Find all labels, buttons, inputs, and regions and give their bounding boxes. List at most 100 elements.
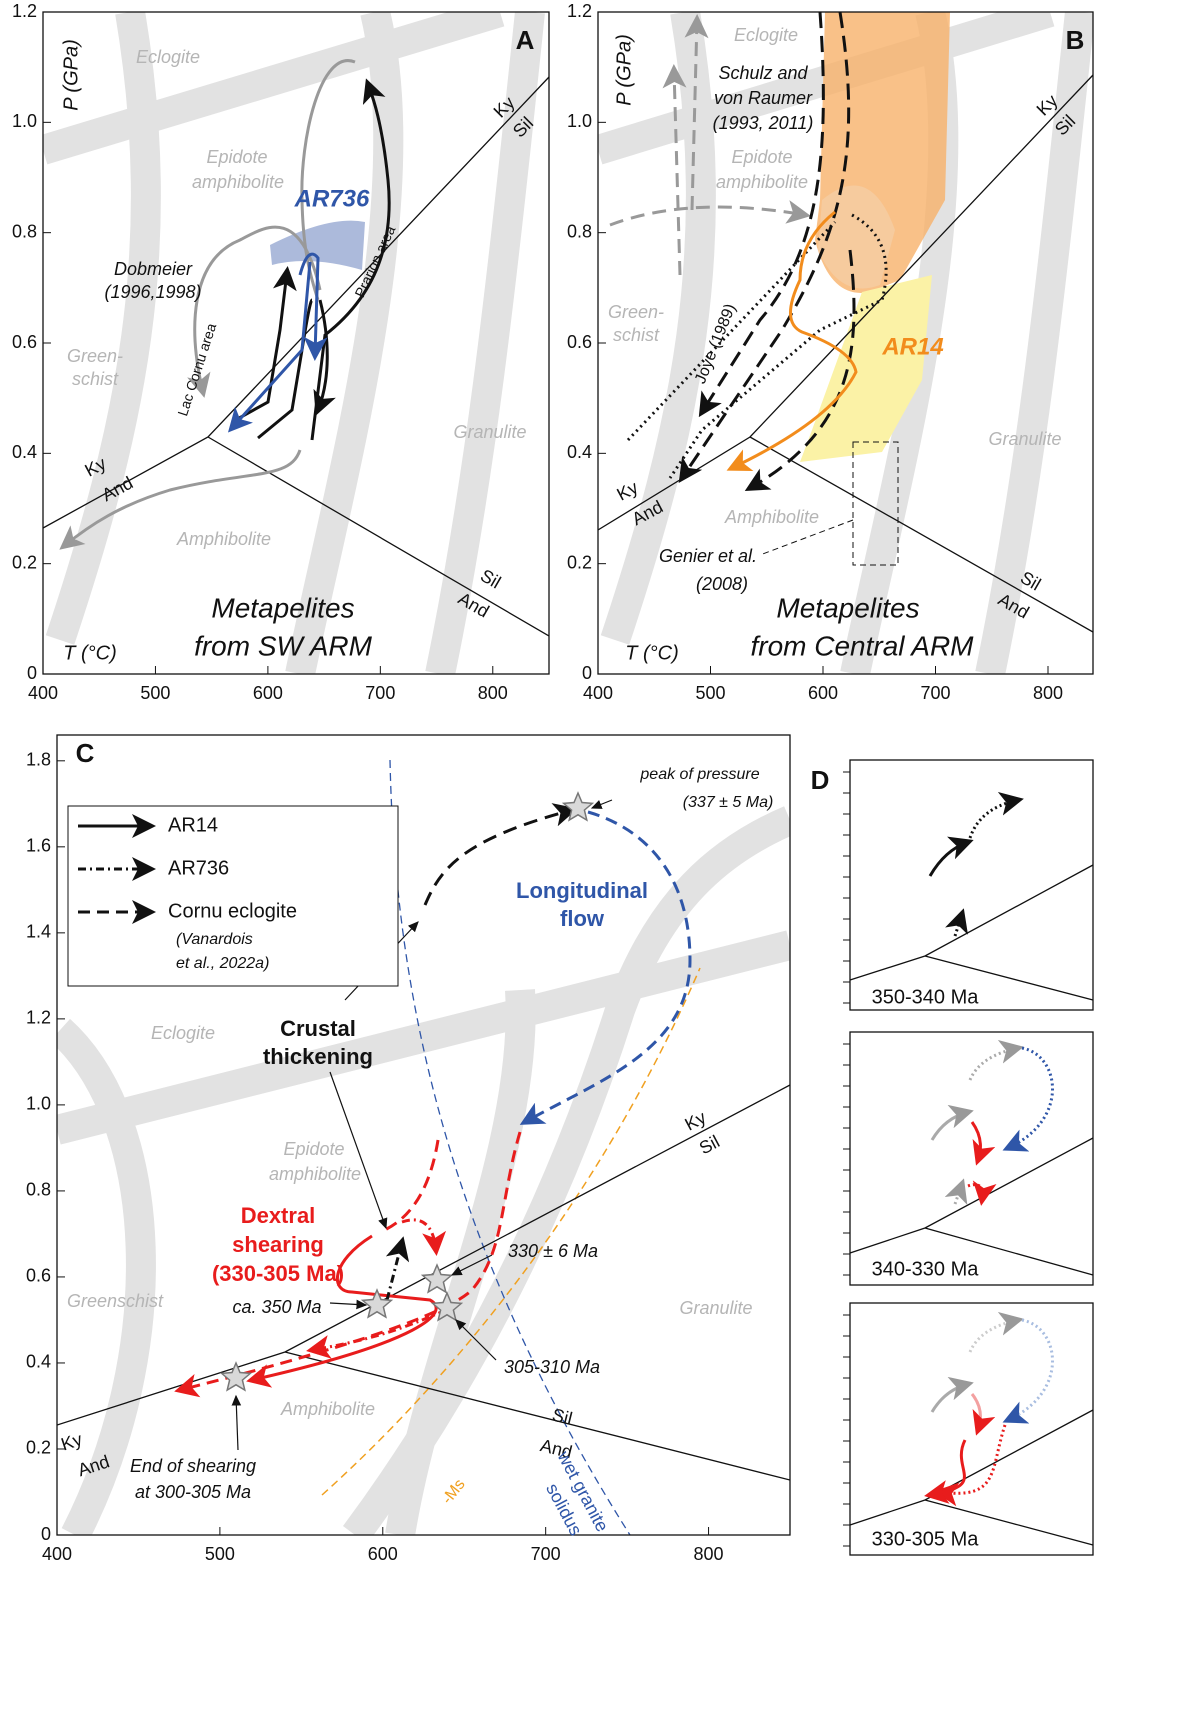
y-tick-label: 0.6 (567, 332, 592, 352)
facies: Granulite (988, 429, 1061, 449)
x-tick-label: 500 (140, 683, 170, 703)
facies: Eclogite (151, 1023, 215, 1043)
reference: Genier et al. (659, 546, 757, 566)
annotation: thickening (263, 1044, 373, 1069)
facies: Eclogite (734, 25, 798, 45)
facies: Epidote (283, 1139, 344, 1159)
annotation: Dextral (241, 1203, 316, 1228)
reference: (2008) (696, 574, 748, 594)
y-tick-label: 0.2 (567, 552, 592, 572)
panel-a-shapes (43, 12, 549, 674)
x-tick-label: 500 (205, 1544, 235, 1564)
axis-label: T (°C) (625, 642, 679, 664)
x-tick-label: 700 (365, 683, 395, 703)
y-tick-label: 0.2 (26, 1438, 51, 1458)
y-tick-label: 0.6 (26, 1266, 51, 1286)
facies: amphibolite (716, 172, 808, 192)
x-tick-label: 700 (531, 1544, 561, 1564)
star (561, 791, 595, 822)
reaction-label: Sil (696, 1131, 723, 1158)
facies: amphibolite (192, 172, 284, 192)
x-tick-label: 800 (1033, 683, 1063, 703)
y-tick-label: 1.2 (26, 1008, 51, 1028)
y-tick-label: 0 (41, 1524, 51, 1544)
facies: Granulite (679, 1298, 752, 1318)
legend-label: (Vanardois (176, 931, 253, 948)
x-tick-label: 400 (583, 683, 613, 703)
annotation: flow (560, 906, 605, 931)
reaction-label: Ky (613, 477, 641, 505)
panel-c-frame (56, 734, 791, 1536)
annotation: Longitudinal (516, 878, 648, 903)
annotation: (330-305 Ma) (212, 1261, 344, 1286)
facies: amphibolite (269, 1164, 361, 1184)
y-tick-label: 0.4 (567, 442, 592, 462)
facies: Green- (608, 302, 664, 322)
annotation: Crustal (280, 1016, 356, 1041)
facies: Eclogite (136, 47, 200, 67)
area-label: Lac Cornu area (174, 321, 219, 418)
facies: Amphibolite (724, 507, 819, 527)
stars (219, 791, 595, 1392)
panel-d: D 350-340 Ma 340-330 Ma 330-305 Ma (811, 759, 1094, 1556)
legend-label: et al., 2022a) (176, 955, 269, 972)
reference: Dobmeier (114, 259, 193, 279)
annotation: ca. 350 Ma (232, 1297, 321, 1317)
annotation: shearing (232, 1232, 324, 1257)
panel-letter: B (1066, 25, 1085, 55)
y-tick-label: 1.0 (567, 111, 592, 131)
annotation: End of shearing (130, 1456, 256, 1476)
reaction-label: Sil (550, 1405, 574, 1429)
x-tick-label: 600 (368, 1544, 398, 1564)
y-tick-label: 0.8 (12, 221, 37, 241)
reference: Schulz and (718, 63, 808, 83)
panel-letter: C (76, 738, 95, 768)
annotation: 330 ± 6 Ma (508, 1241, 598, 1261)
reference: (1993, 2011) (713, 113, 814, 133)
y-tick-label: 0.4 (26, 1352, 51, 1372)
x-tick-label: 600 (808, 683, 838, 703)
facies: Granulite (453, 422, 526, 442)
y-tick-label: 1.0 (12, 111, 37, 131)
time-label: 350-340 Ma (872, 986, 980, 1008)
reference: (1996,1998) (104, 282, 201, 302)
facies: Amphibolite (280, 1399, 375, 1419)
y-tick-label: 0.6 (12, 332, 37, 352)
y-tick-label: 1.4 (26, 922, 51, 942)
panel-title: Metapelites (776, 592, 919, 623)
y-tick-label: 0.8 (567, 221, 592, 241)
facies: Epidote (206, 147, 267, 167)
facies: Amphibolite (176, 529, 271, 549)
panel-title: from SW ARM (194, 630, 373, 661)
legend-label: AR14 (168, 814, 218, 836)
x-tick-label: 600 (253, 683, 283, 703)
annotation: 305-310 Ma (504, 1357, 600, 1377)
annotation: (337 ± 5 Ma) (683, 794, 774, 811)
y-tick-label: 1.6 (26, 836, 51, 856)
panel-title: Metapelites (211, 592, 354, 623)
x-tick-label: 400 (28, 683, 58, 703)
annotation: peak of pressure (639, 766, 759, 783)
facies: schist (613, 325, 660, 345)
time-label: 330-305 Ma (872, 1528, 980, 1550)
panel-c-labels: C peak of pressure (337 ± 5 Ma) AR14 AR7… (59, 738, 774, 1539)
annotation: at 300-305 Ma (135, 1482, 251, 1502)
facies: schist (72, 369, 119, 389)
x-tick-label: 800 (694, 1544, 724, 1564)
axis-label: P (GPa) (613, 34, 635, 106)
panel-c-shapes (57, 759, 790, 1535)
y-tick-label: 0.2 (12, 552, 37, 572)
panel-title: from Central ARM (750, 630, 974, 661)
time-label: 340-330 Ma (872, 1258, 980, 1280)
panel-letter: D (811, 765, 830, 795)
curve-label: -Ms (439, 1476, 469, 1507)
y-tick-label: 0 (582, 663, 592, 683)
star (430, 1291, 464, 1322)
star (219, 1361, 253, 1392)
y-tick-label: 1.0 (26, 1094, 51, 1114)
reaction-label: Sil (477, 565, 504, 592)
y-tick-label: 0.4 (12, 442, 37, 462)
sample-label: AR736 (294, 185, 370, 212)
facies: Epidote (731, 147, 792, 167)
